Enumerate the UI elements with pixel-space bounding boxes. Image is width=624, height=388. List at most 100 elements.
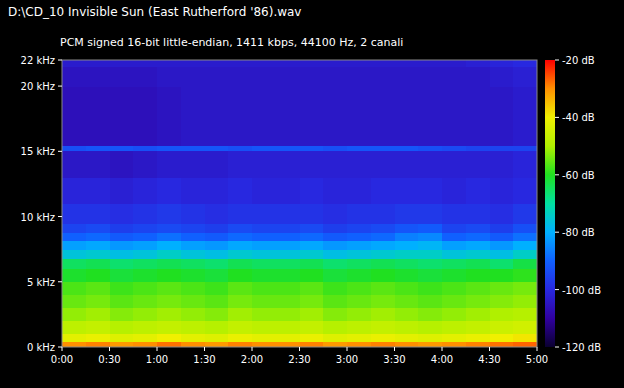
cell <box>300 269 324 283</box>
cell <box>418 204 442 224</box>
cell <box>252 240 276 250</box>
x-tick-label: 0:30 <box>98 354 120 365</box>
cell <box>418 258 442 269</box>
cell <box>371 60 395 67</box>
cell <box>323 342 347 347</box>
cell <box>133 334 157 342</box>
cell <box>133 321 157 335</box>
cell <box>205 342 229 347</box>
cell <box>442 204 466 224</box>
cell <box>513 177 537 204</box>
cell <box>490 321 514 335</box>
cell <box>466 177 490 204</box>
cell <box>276 308 300 322</box>
cell <box>418 334 442 342</box>
cell <box>276 86 300 113</box>
cell <box>133 60 157 67</box>
cell <box>347 269 371 283</box>
cell <box>371 223 395 233</box>
cell <box>347 223 371 233</box>
cell <box>395 232 419 240</box>
cell <box>252 177 276 204</box>
cell <box>133 295 157 309</box>
cell <box>62 334 86 342</box>
cell <box>490 269 514 283</box>
cell <box>300 232 324 240</box>
colorbar-tick-label: -120 dB <box>562 342 601 353</box>
cell <box>157 150 181 178</box>
cell <box>157 60 181 67</box>
cell <box>86 269 110 283</box>
cell <box>86 112 110 146</box>
cell <box>466 240 490 250</box>
cell <box>323 321 347 335</box>
cell <box>513 282 537 296</box>
cell <box>395 67 419 87</box>
cell <box>371 321 395 335</box>
x-tick-label: 2:30 <box>288 354 310 365</box>
cell <box>110 223 134 233</box>
cell <box>62 232 86 240</box>
cell <box>110 249 134 259</box>
y-tick <box>58 60 62 61</box>
cell <box>395 223 419 233</box>
plot-frame <box>62 60 537 347</box>
cell <box>395 60 419 67</box>
cell <box>228 258 252 269</box>
cell <box>205 223 229 233</box>
cell <box>371 232 395 240</box>
cell <box>228 145 252 150</box>
cell <box>110 258 134 269</box>
cell <box>513 67 537 87</box>
cell <box>228 86 252 113</box>
cell <box>133 282 157 296</box>
cell <box>228 295 252 309</box>
cell <box>86 60 110 67</box>
cell <box>418 223 442 233</box>
x-tick <box>109 347 110 351</box>
cell <box>252 321 276 335</box>
cell <box>466 223 490 233</box>
cell <box>252 223 276 233</box>
cell <box>466 308 490 322</box>
cell <box>252 232 276 240</box>
cell <box>228 249 252 259</box>
cell <box>110 145 134 150</box>
cell <box>86 223 110 233</box>
cell <box>276 342 300 347</box>
cell <box>347 334 371 342</box>
cell <box>181 204 205 224</box>
cell <box>300 145 324 150</box>
cell <box>323 150 347 178</box>
cell <box>323 60 347 67</box>
cell <box>442 223 466 233</box>
cell <box>157 204 181 224</box>
cell <box>276 204 300 224</box>
cell <box>466 282 490 296</box>
cell <box>252 112 276 146</box>
cell <box>371 145 395 150</box>
cell <box>205 282 229 296</box>
cell <box>205 308 229 322</box>
cell <box>110 282 134 296</box>
cell <box>347 308 371 322</box>
cell <box>513 342 537 347</box>
cell <box>300 150 324 178</box>
cell <box>442 334 466 342</box>
cell <box>466 334 490 342</box>
cell <box>276 321 300 335</box>
colorbar-tick <box>555 60 559 61</box>
cell <box>276 232 300 240</box>
chart: D:\CD_10 Invisible Sun (East Rutherford … <box>0 0 624 388</box>
cell <box>490 223 514 233</box>
cell <box>133 269 157 283</box>
colorbar-tick-label: -80 dB <box>562 227 595 238</box>
cell <box>442 282 466 296</box>
background <box>0 0 624 388</box>
cell <box>371 295 395 309</box>
cell <box>110 204 134 224</box>
cell <box>466 150 490 178</box>
y-tick <box>58 86 62 87</box>
cell <box>466 249 490 259</box>
cell <box>252 150 276 178</box>
